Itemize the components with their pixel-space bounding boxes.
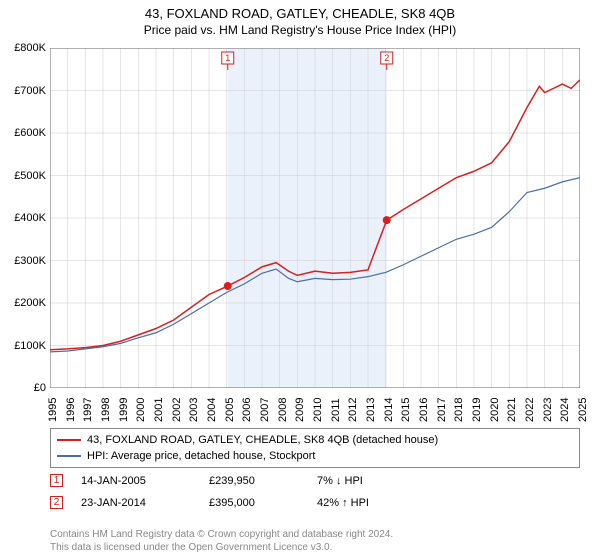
chart-title: 43, FOXLAND ROAD, GATLEY, CHEADLE, SK8 4… (0, 0, 600, 21)
transaction-delta-2: 42% ↑ HPI (317, 497, 369, 509)
x-tick-label: 2015 (400, 398, 412, 422)
transaction-date-2: 23-JAN-2014 (81, 497, 191, 509)
transaction-price-2: £395,000 (209, 497, 299, 509)
x-tick-label: 2006 (241, 398, 253, 422)
legend: 43, FOXLAND ROAD, GATLEY, CHEADLE, SK8 4… (50, 428, 580, 468)
y-tick-label: £500K (14, 170, 46, 182)
y-axis: £0£100K£200K£300K£400K£500K£600K£700K£80… (0, 48, 50, 388)
x-tick-label: 2025 (577, 398, 589, 422)
x-tick-label: 2003 (188, 398, 200, 422)
legend-label-hpi: HPI: Average price, detached house, Stoc… (87, 450, 316, 462)
y-tick-label: £800K (14, 42, 46, 54)
x-tick-label: 1995 (47, 398, 59, 422)
x-tick-label: 2004 (206, 398, 218, 422)
legend-row-property: 43, FOXLAND ROAD, GATLEY, CHEADLE, SK8 4… (57, 432, 573, 448)
svg-text:1: 1 (225, 53, 230, 63)
transaction-marker-1-num: 1 (54, 475, 60, 486)
chart-subtitle: Price paid vs. HM Land Registry's House … (0, 21, 600, 37)
x-tick-label: 2005 (224, 398, 236, 422)
legend-label-property: 43, FOXLAND ROAD, GATLEY, CHEADLE, SK8 4… (87, 434, 438, 446)
transaction-marker-1: 1 (50, 474, 63, 487)
y-tick-label: £400K (14, 212, 46, 224)
x-tick-label: 2022 (524, 398, 536, 422)
x-tick-label: 2017 (436, 398, 448, 422)
svg-text:2: 2 (384, 53, 389, 63)
x-tick-label: 1999 (118, 398, 130, 422)
x-tick-label: 2002 (171, 398, 183, 422)
legend-swatch-property (57, 439, 81, 441)
x-tick-label: 2013 (365, 398, 377, 422)
transaction-row-2: 2 23-JAN-2014 £395,000 42% ↑ HPI (50, 496, 580, 509)
transaction-row-1: 1 14-JAN-2005 £239,950 7% ↓ HPI (50, 474, 580, 487)
x-tick-label: 2016 (418, 398, 430, 422)
x-tick-label: 2011 (330, 398, 342, 422)
x-tick-label: 2023 (542, 398, 554, 422)
x-tick-label: 1998 (100, 398, 112, 422)
y-tick-label: £700K (14, 85, 46, 97)
transaction-marker-2: 2 (50, 496, 63, 509)
y-tick-label: £600K (14, 127, 46, 139)
y-tick-label: £200K (14, 297, 46, 309)
x-tick-label: 2000 (135, 398, 147, 422)
x-tick-label: 1996 (65, 398, 77, 422)
x-tick-label: 2020 (489, 398, 501, 422)
x-tick-label: 2012 (347, 398, 359, 422)
transaction-price-1: £239,950 (209, 475, 299, 487)
x-tick-label: 2008 (277, 398, 289, 422)
footer-line-1: Contains HM Land Registry data © Crown c… (50, 528, 580, 541)
y-tick-label: £100K (14, 340, 46, 352)
x-tick-label: 2001 (153, 398, 165, 422)
x-tick-label: 2024 (559, 398, 571, 422)
legend-swatch-hpi (57, 455, 81, 457)
y-tick-label: £300K (14, 255, 46, 267)
x-tick-label: 2018 (453, 398, 465, 422)
footer: Contains HM Land Registry data © Crown c… (50, 528, 580, 554)
x-tick-label: 2014 (383, 398, 395, 422)
transaction-delta-1: 7% ↓ HPI (317, 475, 363, 487)
footer-line-2: This data is licensed under the Open Gov… (50, 541, 580, 554)
x-tick-label: 2009 (294, 398, 306, 422)
chart-plot-area: 12 (50, 48, 580, 388)
x-axis: 1995 1996 1997 1998 1999 2000 2001 2002 2003 2004… (50, 390, 580, 420)
x-tick-label: 2010 (312, 398, 324, 422)
x-tick-label: 2021 (506, 398, 518, 422)
chart-svg: 12 (50, 48, 580, 388)
transaction-marker-2-num: 2 (54, 497, 60, 508)
x-tick-label: 1997 (82, 398, 94, 422)
y-tick-label: £0 (34, 382, 46, 394)
x-tick-label: 2019 (471, 398, 483, 422)
transaction-date-1: 14-JAN-2005 (81, 475, 191, 487)
legend-row-hpi: HPI: Average price, detached house, Stoc… (57, 448, 573, 464)
x-tick-label: 2007 (259, 398, 271, 422)
